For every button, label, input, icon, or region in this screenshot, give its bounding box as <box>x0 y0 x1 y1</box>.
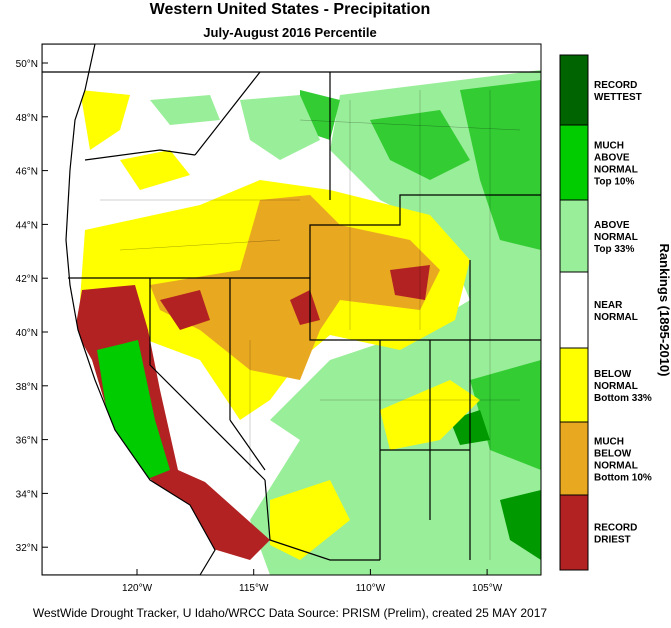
legend-label: BELOW <box>594 449 632 460</box>
legend-swatch <box>559 199 589 273</box>
lat-label: 46°N <box>16 167 38 178</box>
legend-label: MUCH <box>594 437 624 448</box>
legend-label: RECORD <box>594 80 637 91</box>
legend-label: WETTEST <box>594 92 642 103</box>
lon-label: 105°W <box>472 583 503 594</box>
legend-swatch <box>559 271 589 349</box>
lat-label: 48°N <box>16 113 38 124</box>
lat-label: 40°N <box>16 328 38 339</box>
lon-label: 115°W <box>239 583 269 594</box>
legend-label: NORMAL <box>594 381 638 392</box>
title: Western United States - Precipitation <box>150 1 431 18</box>
map <box>41 43 542 576</box>
legend-label: NORMAL <box>594 232 638 243</box>
legend-label: BELOW <box>594 369 632 380</box>
lat-label: 32°N <box>16 543 38 554</box>
lat-label: 36°N <box>16 436 38 447</box>
legend-swatch <box>559 421 589 496</box>
legend-label: MUCH <box>594 141 624 152</box>
lon-label: 120°W <box>122 583 153 594</box>
legend-title: Rankings (1895-2010) <box>657 244 671 377</box>
legend-swatch <box>559 347 589 423</box>
lat-label: 44°N <box>16 220 38 231</box>
lon-label: 110°W <box>356 583 386 594</box>
legend-swatch <box>559 494 589 571</box>
legend-label: Top 10% <box>594 177 634 188</box>
legend-label: ABOVE <box>594 153 630 164</box>
legend-label: RECORD <box>594 523 637 534</box>
lat-label: 34°N <box>16 489 38 500</box>
subtitle: July-August 2016 Percentile <box>203 25 376 40</box>
legend-label: NEAR <box>594 300 623 311</box>
lat-label: 42°N <box>16 274 38 285</box>
legend-label: Top 33% <box>594 244 634 255</box>
lat-label: 38°N <box>16 382 38 393</box>
legend-label: Bottom 10% <box>594 473 652 484</box>
legend-label: NORMAL <box>594 165 638 176</box>
legend-label: ABOVE <box>594 220 630 231</box>
footer: WestWide Drought Tracker, U Idaho/WRCC D… <box>33 606 548 620</box>
legend-swatch <box>559 54 589 126</box>
legend-label: DRIEST <box>594 535 631 546</box>
lat-label: 50°N <box>16 59 38 70</box>
legend-label: NORMAL <box>594 461 638 472</box>
legend-label: NORMAL <box>594 312 638 323</box>
legend-swatch <box>559 124 589 201</box>
legend-label: Bottom 33% <box>594 393 652 404</box>
